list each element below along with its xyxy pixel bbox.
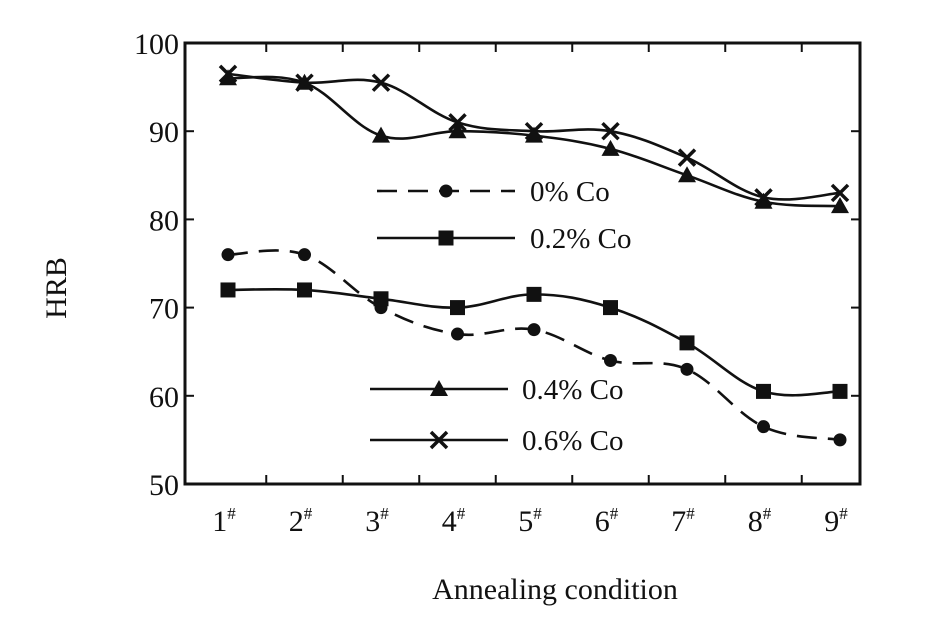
y-tick-label: 50 bbox=[149, 469, 179, 502]
legend-label: 0.6% Co bbox=[522, 425, 624, 457]
data-point-circle bbox=[833, 433, 847, 447]
x-tick-label-suffix: # bbox=[686, 504, 695, 523]
x-axis-title: Annealing condition bbox=[432, 573, 678, 606]
x-tick-label-suffix: # bbox=[227, 504, 236, 523]
x-tick-label: 3# bbox=[365, 504, 389, 538]
x-tick-label-suffix: # bbox=[457, 504, 466, 523]
plot-frame bbox=[183, 41, 862, 486]
x-tick-label: 2# bbox=[289, 504, 313, 538]
y-tick-label: 80 bbox=[149, 204, 179, 237]
data-point-triangle bbox=[372, 126, 390, 143]
data-point-circle bbox=[757, 420, 770, 434]
data-point-cross bbox=[677, 148, 697, 167]
x-tick-label: 7# bbox=[671, 504, 695, 538]
legend-label: 0.2% Co bbox=[530, 223, 632, 255]
series-lines bbox=[218, 64, 850, 447]
data-point-square bbox=[756, 383, 771, 399]
y-axis: 50 60 70 80 90 100 bbox=[134, 28, 860, 502]
data-point-square bbox=[832, 383, 848, 399]
data-point-circle bbox=[604, 354, 617, 368]
data-point-cross bbox=[601, 121, 620, 141]
x-tick-label: 9# bbox=[824, 504, 848, 538]
y-tick-label: 100 bbox=[134, 28, 179, 61]
data-point-square bbox=[297, 282, 312, 298]
data-point-square bbox=[220, 282, 236, 298]
y-axis-title: HRB bbox=[40, 257, 73, 319]
data-point-triangle bbox=[430, 380, 448, 396]
data-point-triangle bbox=[678, 166, 696, 183]
x-tick-label: 1# bbox=[212, 504, 236, 538]
data-point-circle bbox=[680, 362, 694, 376]
data-point-cross bbox=[218, 64, 238, 84]
data-point-square bbox=[603, 300, 618, 316]
x-tick-label-suffix: # bbox=[839, 504, 848, 523]
data-point-cross bbox=[295, 73, 314, 92]
data-point-cross bbox=[448, 113, 467, 132]
data-point-cross bbox=[371, 73, 391, 92]
legend-label: 0% Co bbox=[530, 176, 610, 208]
data-point-cross bbox=[754, 188, 773, 207]
x-tick-label-suffix: # bbox=[610, 504, 619, 523]
y-tick-label: 70 bbox=[149, 293, 179, 326]
data-point-triangle bbox=[448, 122, 467, 139]
x-tick-label: 5# bbox=[518, 504, 542, 538]
data-point-circle bbox=[221, 248, 235, 262]
x-tick-label-suffix: # bbox=[380, 504, 389, 523]
series-line bbox=[227, 249, 841, 442]
x-tick-label-suffix: # bbox=[304, 504, 313, 523]
data-point-triangle bbox=[219, 69, 237, 86]
x-tick-label: 6# bbox=[595, 504, 619, 538]
data-point-circle bbox=[451, 327, 464, 341]
data-point-square bbox=[450, 300, 465, 316]
data-point-circle bbox=[527, 323, 541, 337]
x-tick-label-suffix: # bbox=[533, 504, 542, 523]
data-point-circle bbox=[439, 184, 453, 198]
legend-label: 0.4% Co bbox=[522, 374, 624, 406]
x-tick-label: 4# bbox=[442, 504, 466, 538]
x-axis: 1# 2# 3# 4# 5# 6# 7# 8# 9# bbox=[212, 43, 848, 538]
legend: 0% Co 0.2% Co 0.4% Co 0.6% Co bbox=[370, 176, 632, 457]
data-point-triangle bbox=[525, 126, 543, 143]
y-tick-label: 60 bbox=[149, 381, 179, 414]
data-point-cross bbox=[524, 121, 544, 141]
x-tick-label: 8# bbox=[748, 504, 772, 538]
data-point-triangle bbox=[754, 192, 773, 209]
data-point-square bbox=[526, 286, 542, 302]
data-point-triangle bbox=[831, 197, 849, 214]
data-point-cross bbox=[429, 430, 449, 450]
data-point-triangle bbox=[601, 139, 620, 156]
data-point-circle bbox=[298, 248, 311, 262]
data-point-square bbox=[373, 291, 389, 307]
data-point-square bbox=[679, 335, 695, 351]
data-point-square bbox=[438, 230, 454, 246]
x-tick-label-suffix: # bbox=[763, 504, 772, 523]
y-tick-label: 90 bbox=[149, 116, 179, 149]
data-point-cross bbox=[830, 183, 850, 203]
